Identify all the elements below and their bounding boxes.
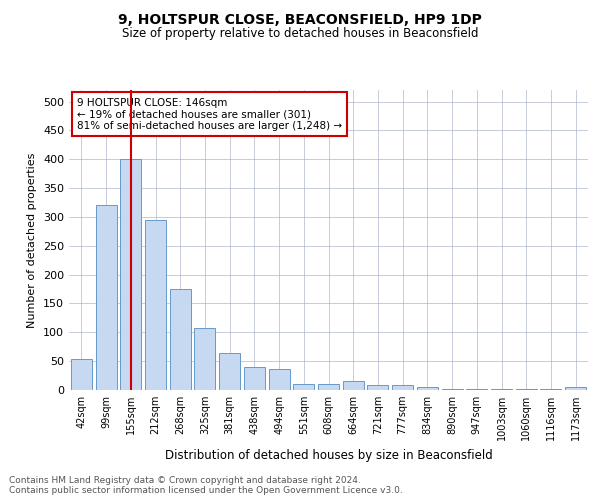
X-axis label: Distribution of detached houses by size in Beaconsfield: Distribution of detached houses by size … [164,448,493,462]
Bar [269,368,290,390]
Bar [95,206,116,390]
Y-axis label: Number of detached properties: Number of detached properties [28,152,37,328]
Bar [120,159,141,390]
Bar [293,384,314,390]
Bar [194,328,215,390]
Bar [417,387,438,390]
Bar [392,386,413,390]
Bar [367,385,388,390]
Bar [219,352,240,390]
Text: 9, HOLTSPUR CLOSE, BEACONSFIELD, HP9 1DP: 9, HOLTSPUR CLOSE, BEACONSFIELD, HP9 1DP [118,12,482,26]
Text: Contains HM Land Registry data © Crown copyright and database right 2024.
Contai: Contains HM Land Registry data © Crown c… [9,476,403,495]
Bar [170,289,191,390]
Bar [71,360,92,390]
Bar [145,220,166,390]
Bar [244,367,265,390]
Text: 9 HOLTSPUR CLOSE: 146sqm
← 19% of detached houses are smaller (301)
81% of semi-: 9 HOLTSPUR CLOSE: 146sqm ← 19% of detach… [77,98,342,130]
Bar [565,387,586,390]
Text: Size of property relative to detached houses in Beaconsfield: Size of property relative to detached ho… [122,28,478,40]
Bar [343,382,364,390]
Bar [318,384,339,390]
